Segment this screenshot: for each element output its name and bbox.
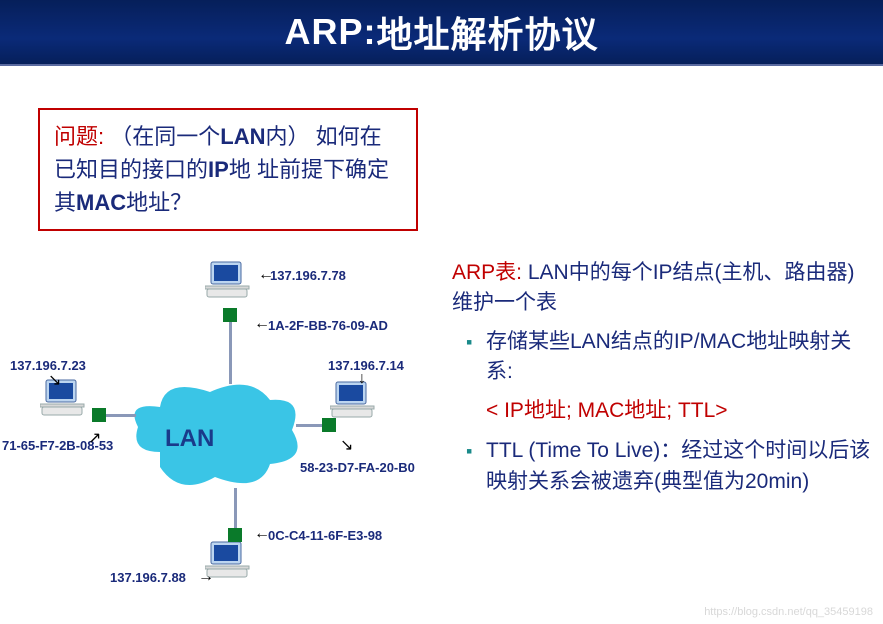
arrow-icon: ← (254, 315, 270, 333)
arrow-icon: ← (258, 266, 274, 284)
nic-icon (223, 308, 237, 322)
lan-diagram: LAN 137.196.7.78←1A-2F-BB-76-09-AD← 137.… (10, 260, 440, 610)
q-paren: （在同一个 (110, 124, 220, 149)
lan-cloud (130, 382, 300, 492)
arrow-icon: ↘ (340, 435, 353, 455)
pc-icon (330, 380, 380, 420)
nic-icon (322, 418, 336, 432)
mac-label: 0C-C4-11-6F-E3-98 (268, 528, 382, 543)
pc-icon (205, 260, 255, 300)
arp-label: ARP表: (452, 261, 522, 284)
question-box: 问题: （在同一个LAN内） 如何在已知目的接口的IP地 址前提下确定其MAC地… (38, 108, 418, 231)
arp-heading: ARP表: LAN中的每个IP结点(主机、路由器)维护一个表 (452, 258, 872, 319)
arp-tuple: < IP地址; MAC地址; TTL> (452, 396, 872, 426)
nic-icon (92, 408, 106, 422)
arrow-icon: ← (254, 525, 270, 543)
watermark: https://blog.csdn.net/qq_35459198 (704, 606, 873, 618)
arrow-icon: ↓ (358, 370, 366, 388)
nic-icon (228, 528, 242, 542)
title-rest: 地址解析协议 (376, 6, 598, 58)
q-line2b: 地 (229, 157, 251, 182)
wire (234, 488, 237, 530)
arrow-icon: ↗ (88, 428, 101, 448)
arrow-icon: → (198, 568, 214, 586)
ip-label: 137.196.7.78 (270, 268, 346, 283)
title-bar: ARP: 地址解析协议 (0, 0, 883, 64)
bullet-mapping: 存储某些LAN结点的IP/MAC地址映射关系: (452, 327, 872, 388)
arp-text: ARP表: LAN中的每个IP结点(主机、路由器)维护一个表 存储某些LAN结点… (452, 258, 872, 505)
bullet-ttl: TTL (Time To Live)：经过这个时间以后该映射关系会被遗弃(典型值… (452, 436, 872, 497)
q-ip: IP (208, 157, 229, 182)
wire (106, 414, 136, 417)
title-bold: ARP: (284, 11, 376, 53)
mac-label: 1A-2F-BB-76-09-AD (268, 318, 388, 333)
wire (229, 322, 232, 384)
wire (296, 424, 324, 427)
mac-label: 58-23-D7-FA-20-B0 (300, 460, 415, 475)
ip-label: 137.196.7.88 (110, 570, 186, 585)
q-paren2: 内） (265, 124, 309, 149)
q-lan: LAN (220, 124, 265, 149)
question-label: 问题: (54, 124, 104, 149)
lan-text: LAN (165, 425, 214, 453)
q-mac: MAC (76, 190, 126, 215)
q-line3b: 地址？ (126, 190, 192, 215)
arrow-icon: ↘ (48, 370, 61, 390)
